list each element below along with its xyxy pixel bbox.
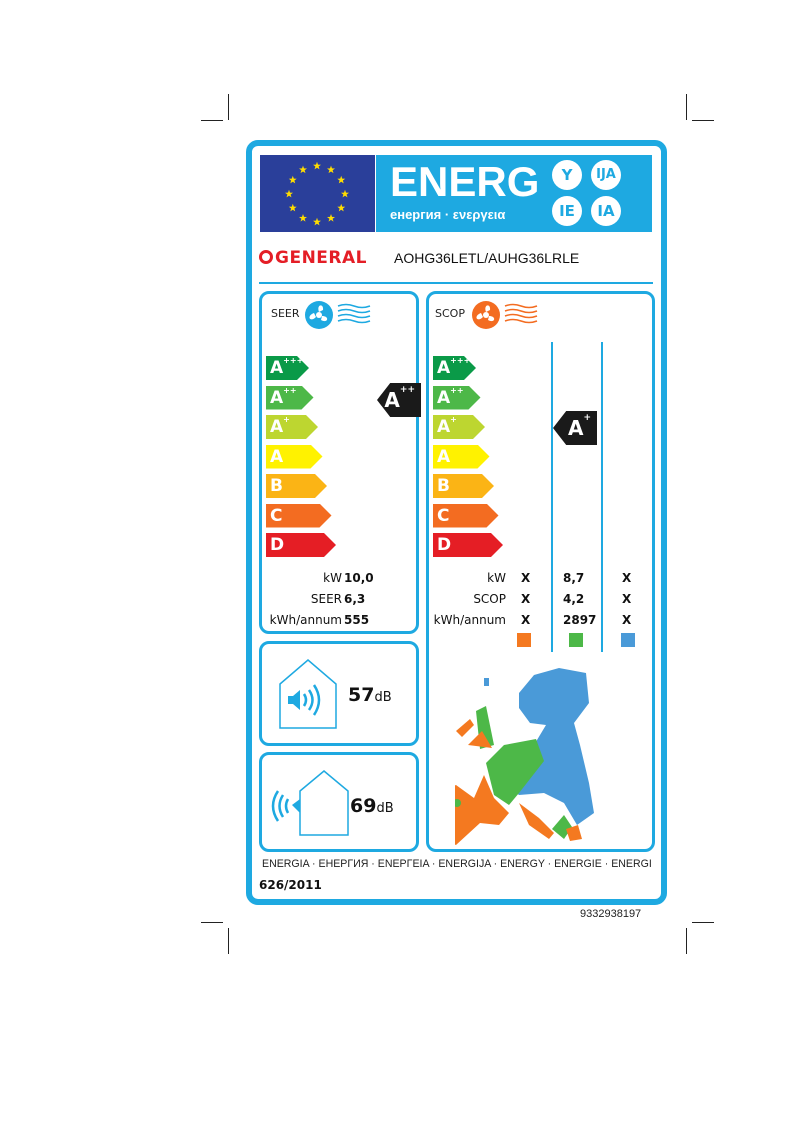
outdoor-noise-value: 69dB: [350, 795, 394, 817]
heating-row-label: kWh/annum: [433, 613, 506, 627]
heating-row-label: SCOP: [473, 592, 506, 606]
cooling-fan-icon: [305, 301, 371, 329]
star-icon: [313, 161, 321, 170]
serial-number: 9332938197: [580, 908, 642, 920]
energy-title: ENERG: [390, 158, 540, 205]
heating-row-value: X: [622, 613, 632, 627]
star-icon: [337, 175, 346, 184]
column-divider: [551, 342, 553, 652]
crop-mark: [201, 922, 223, 923]
map-region: [455, 799, 461, 807]
star-icon: [327, 165, 335, 174]
energy-class-bar: A+: [433, 415, 485, 439]
star-icon: [299, 165, 307, 174]
scop-label: SCOP: [435, 307, 465, 320]
cooling-rating-indicator: A++: [377, 383, 421, 417]
crop-mark: [686, 928, 687, 954]
energy-label-frame: [246, 140, 667, 905]
climate-zone-swatch: [621, 633, 635, 647]
indoor-noise-value: 57dB: [348, 684, 392, 706]
heating-fan-icon: [472, 301, 538, 329]
map-region: [504, 668, 594, 825]
regulation-number: 626/2011: [259, 878, 322, 892]
suffix-badge: IJA: [591, 160, 621, 190]
heating-row-value: X: [521, 571, 531, 585]
suffix-badge: IE: [552, 196, 582, 226]
crop-mark: [692, 120, 714, 121]
indoor-speaker-house-icon: [279, 659, 337, 729]
energy-banner: ENERG енергия · ενεργεια Y IJA IE IA: [376, 155, 652, 232]
climate-zone-swatch: [569, 633, 583, 647]
heating-row-value: 4,2: [563, 592, 585, 606]
crop-mark: [228, 928, 229, 954]
eu-flag: [260, 155, 375, 232]
star-icon: [327, 214, 335, 222]
suffix-badge: IA: [591, 196, 621, 226]
model-number: AOHG36LETL/AUHG36LRLE: [394, 250, 580, 266]
map-region: [486, 739, 544, 805]
seer-row-label: SEER: [310, 592, 342, 606]
suffix-badge: Y: [552, 160, 582, 190]
crop-mark: [228, 94, 229, 120]
cooling-energy-value: 555: [344, 613, 370, 627]
star-icon: [341, 189, 349, 198]
heating-row-value: X: [521, 613, 531, 627]
indoor-noise-panel: 57dB: [259, 641, 419, 746]
crop-mark: [692, 922, 714, 923]
cooling-kw-label: kW: [323, 571, 342, 585]
map-region: [519, 803, 554, 839]
heating-row-value: 2897: [563, 613, 597, 627]
energy-class-bar: B: [266, 474, 327, 498]
energy-class-bar: A: [266, 444, 323, 469]
energy-class-bar: A+++: [433, 356, 476, 380]
heating-row-value: X: [622, 571, 632, 585]
map-region: [468, 731, 492, 748]
star-icon: [313, 217, 321, 226]
crop-mark: [686, 94, 687, 120]
column-divider: [601, 342, 603, 652]
climate-zone-swatch: [517, 633, 531, 647]
energy-class-bar: B: [433, 474, 494, 498]
map-region: [566, 825, 582, 841]
star-icon: [288, 203, 297, 212]
crop-mark: [201, 120, 223, 121]
divider: [259, 282, 653, 284]
eu-stars-icon: [285, 161, 349, 226]
map-region: [456, 719, 474, 737]
star-icon: [299, 214, 307, 222]
map-region: [552, 815, 572, 839]
energy-class-bar: C: [433, 503, 499, 528]
energy-class-bar: A+: [266, 415, 318, 439]
energy-class-bar: D: [266, 533, 336, 557]
europe-climate-map: [455, 668, 594, 845]
brand-logo: GENERAL: [259, 248, 367, 268]
languages-footer: ENERGIA · ЕНЕРГИЯ · ΕΝΕΡΓΕΙΑ · ENERGIJA …: [262, 858, 652, 870]
map-region: [484, 678, 489, 686]
seer-label: SEER: [271, 307, 300, 320]
heating-row-label: kW: [487, 571, 506, 585]
seer-value: 6,3: [344, 592, 366, 606]
energy-subtitle: енергия · ενεργεια: [390, 207, 506, 222]
star-icon: [337, 203, 346, 212]
heating-row-value: 8,7: [563, 571, 585, 585]
heating-row-value: X: [622, 592, 632, 606]
heating-row-value: X: [521, 592, 531, 606]
star-icon: [285, 189, 293, 198]
heating-rating-indicator: A+: [553, 411, 597, 445]
cooling-kw-value: 10,0: [344, 571, 374, 585]
outdoor-speaker-house-icon: [271, 770, 349, 836]
energy-class-bar: A++: [266, 385, 314, 410]
energy-class-bar: A+++: [266, 356, 309, 380]
star-icon: [288, 175, 297, 184]
cooling-energy-label: kWh/annum: [269, 613, 342, 627]
cooling-panel: SEER A+++ A++ A+ A B C D A++ kW 10,0 SEER 6,3 …: [259, 291, 421, 634]
brand-logo-text: GENERAL: [275, 248, 367, 268]
map-region: [455, 775, 509, 845]
energy-class-bar: A: [433, 444, 490, 469]
energy-class-bar: D: [433, 533, 503, 557]
energy-class-bar: A++: [433, 385, 481, 410]
energy-class-bar: C: [266, 503, 332, 528]
outdoor-noise-panel: 69dB: [259, 752, 419, 852]
